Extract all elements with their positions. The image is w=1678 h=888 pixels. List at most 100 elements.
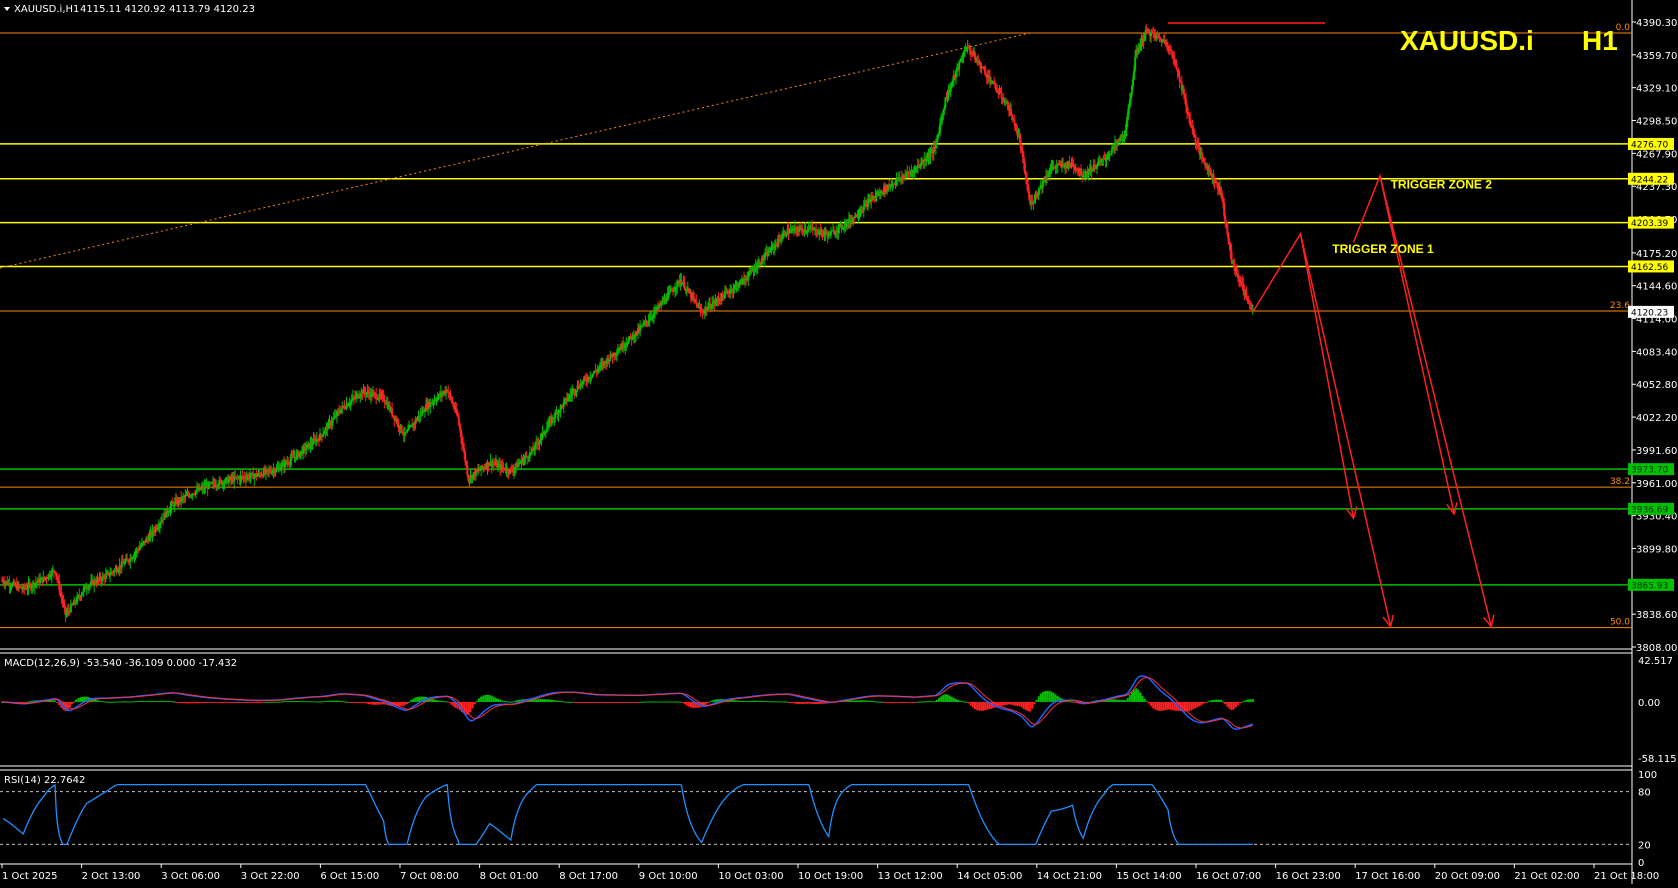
candle-body	[61, 597, 64, 602]
macd-histogram-bar	[1018, 701, 1021, 707]
macd-histogram-bar	[1209, 700, 1212, 702]
candle-body	[1091, 169, 1094, 172]
rsi-panel[interactable]	[0, 783, 1632, 846]
candle-body	[716, 298, 719, 300]
macd-histogram-bar	[312, 701, 315, 703]
candle-body	[47, 574, 50, 579]
candle-body	[903, 175, 906, 179]
candle-body	[186, 493, 189, 496]
macd-histogram-bar	[1230, 701, 1233, 711]
candle-body	[538, 440, 541, 444]
candle-body	[680, 280, 683, 285]
macd-histogram-bar	[535, 699, 538, 702]
candle-body	[446, 390, 449, 392]
candles-layer	[1, 23, 1254, 623]
candle-body	[135, 549, 138, 553]
candle-body	[715, 298, 718, 302]
candle-body	[145, 538, 148, 543]
price-tick-label: 4237.30	[1636, 182, 1677, 193]
candle-body	[1009, 109, 1012, 111]
candle-body	[873, 196, 876, 198]
macd-histogram-bar	[232, 701, 235, 703]
candle-body	[304, 446, 307, 451]
candle-body	[246, 475, 249, 478]
macd-histogram-bar	[1192, 701, 1195, 710]
macd-histogram-bar	[620, 701, 623, 703]
fib-label-3: 50.0	[1610, 618, 1630, 628]
candle-body	[363, 389, 366, 393]
macd-histogram-bar	[418, 696, 421, 702]
arrowhead-1	[1446, 502, 1458, 516]
price-tick-label: 4052.80	[1636, 380, 1677, 391]
macd-histogram-bar	[1010, 701, 1013, 705]
candle-body	[516, 463, 519, 468]
macd-histogram-bar	[319, 701, 321, 703]
time-tick-label: 17 Oct 16:00	[1355, 871, 1420, 882]
candle-body	[183, 496, 186, 498]
candle-body	[839, 224, 842, 226]
candle-body	[969, 50, 972, 55]
candle-body	[1192, 127, 1195, 132]
macd-histogram-bar	[577, 701, 580, 703]
candle-body	[870, 198, 873, 203]
candle-body	[309, 442, 312, 448]
macd-histogram-bar	[781, 701, 784, 703]
candle-body	[388, 405, 391, 411]
macd-histogram-bar	[200, 701, 203, 704]
candle-body	[588, 377, 591, 380]
candle-body	[509, 468, 512, 470]
candle-body	[298, 452, 301, 457]
candle-body	[1038, 188, 1041, 190]
candle-body	[79, 596, 82, 598]
candle-body	[1108, 154, 1111, 156]
macd-histogram-bar	[111, 701, 114, 703]
macd-panel[interactable]	[1, 675, 1254, 730]
candle-body	[1050, 166, 1053, 170]
candle-body	[811, 228, 814, 230]
candle-body	[103, 576, 106, 580]
dotted-trendline[interactable]	[0, 32, 1031, 269]
candle-body	[5, 581, 8, 583]
candle-body	[1062, 163, 1065, 165]
macd-histogram-bar	[969, 701, 972, 706]
candle-body	[91, 580, 94, 582]
macd-histogram-bar	[870, 700, 873, 702]
price-tick-label: 4022.20	[1636, 413, 1677, 424]
candle-body	[650, 317, 653, 319]
candle-body	[517, 463, 520, 468]
candle-body	[1026, 179, 1029, 185]
candle-body	[683, 282, 686, 290]
candle-body	[679, 280, 682, 284]
candle-body	[621, 343, 624, 350]
macd-histogram-bar	[810, 701, 813, 704]
candle-body	[768, 250, 771, 253]
macd-histogram-bar	[804, 701, 807, 704]
candle-body	[794, 227, 797, 229]
candle-body	[830, 230, 833, 232]
candle-body	[740, 279, 743, 284]
candle-body	[1181, 88, 1184, 91]
macd-histogram-bar	[1033, 701, 1036, 705]
macd-histogram-bar	[938, 698, 941, 702]
candle-body	[487, 462, 490, 467]
candle-body	[656, 306, 659, 311]
candle-body	[590, 377, 593, 379]
candle-body	[97, 578, 100, 580]
candle-body	[728, 292, 731, 294]
scenario-path-2[interactable]	[1299, 233, 1392, 627]
dropdown-arrow-icon[interactable]	[4, 7, 10, 11]
candle-body	[476, 470, 479, 472]
macd-histogram-bar	[282, 701, 285, 703]
candle-body	[722, 295, 725, 299]
candle-body	[626, 343, 629, 345]
macd-histogram-bar	[176, 701, 179, 703]
candle-body	[823, 233, 826, 235]
candle-body	[339, 412, 342, 414]
macd-histogram-bar	[1226, 701, 1229, 707]
macd-histogram-bar	[380, 701, 383, 705]
candle-body	[576, 385, 579, 390]
scenario-path-3[interactable]	[1379, 175, 1493, 627]
candle-body	[482, 467, 485, 469]
